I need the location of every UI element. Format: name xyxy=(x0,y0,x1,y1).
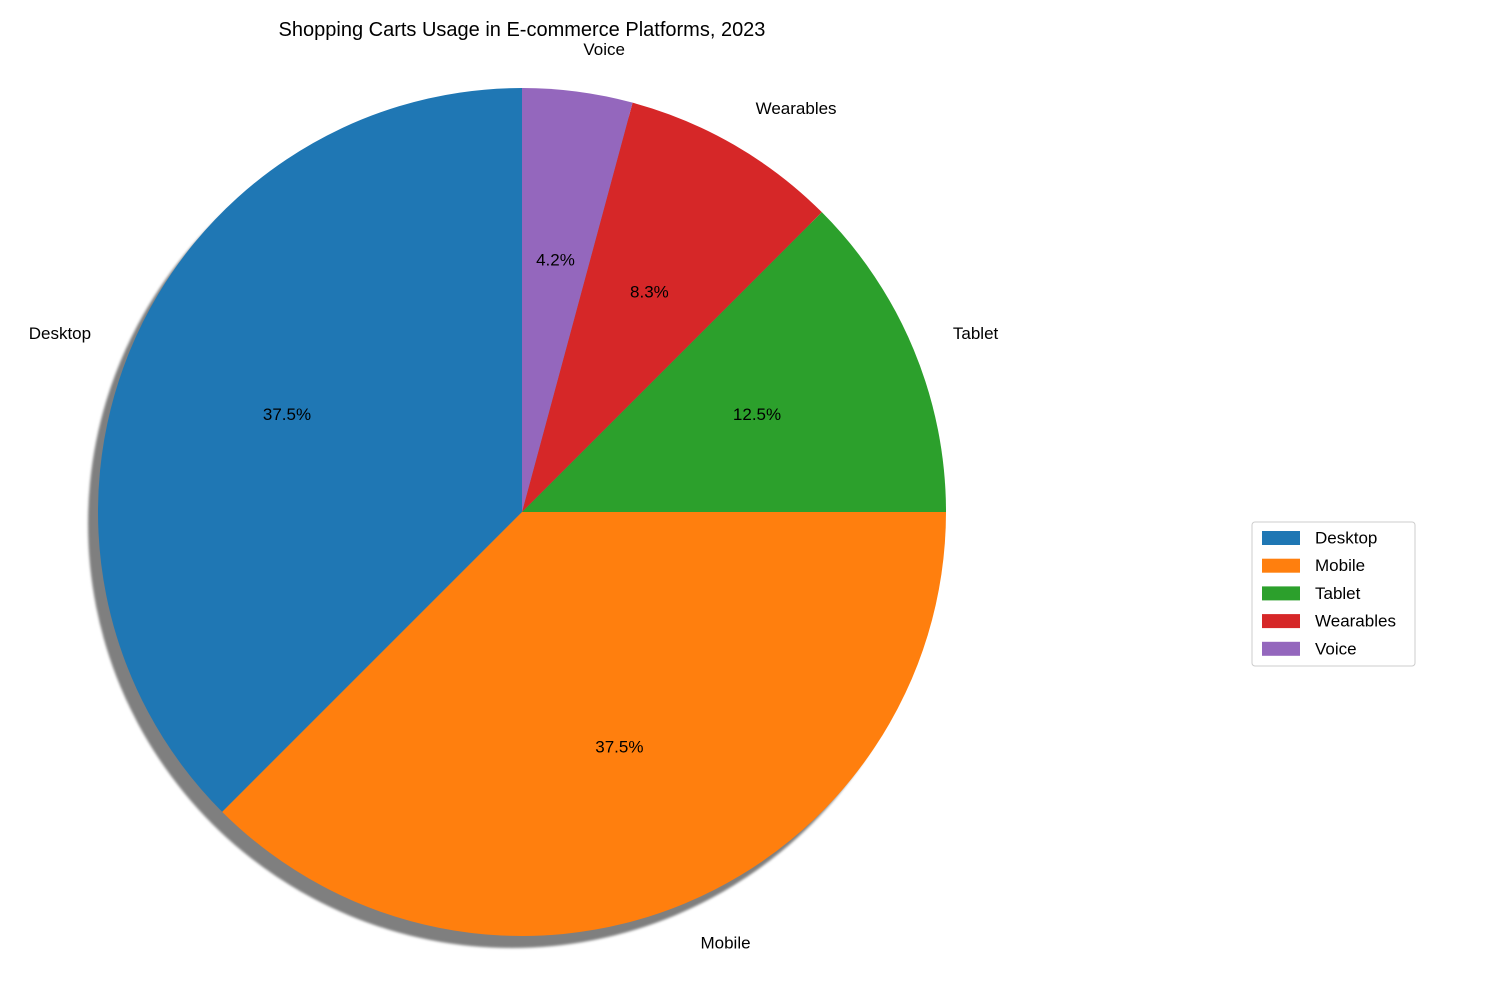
label-desktop: Desktop xyxy=(29,324,91,343)
legend-swatch-wearables xyxy=(1262,614,1300,629)
slice-mobile xyxy=(222,512,947,937)
slice-wearables xyxy=(522,102,822,512)
label-tablet: Tablet xyxy=(953,324,999,343)
chart-title: Shopping Carts Usage in E-commerce Platf… xyxy=(279,19,766,41)
pct-label-tablet: 12.5% xyxy=(733,405,781,424)
legend-label-mobile: Mobile xyxy=(1315,556,1365,575)
pct-label-desktop: 37.5% xyxy=(263,405,311,424)
legend: Desktop Mobile Tablet Wearables Voice xyxy=(1251,521,1416,667)
pct-label-wearables: 8.3% xyxy=(630,282,669,301)
pct-label-mobile: 37.5% xyxy=(595,738,643,757)
label-mobile: Mobile xyxy=(700,933,750,952)
legend-swatch-voice xyxy=(1262,641,1300,656)
category-labels: Desktop Mobile Tablet Wearables Voice xyxy=(29,40,999,952)
pct-label-voice: 4.2% xyxy=(536,250,575,269)
percentage-labels: 37.5% 37.5% 12.5% 8.3% 4.2% xyxy=(263,250,781,756)
legend-label-voice: Voice xyxy=(1315,639,1357,658)
legend-swatch-mobile xyxy=(1262,558,1300,573)
legend-swatch-tablet xyxy=(1262,586,1300,601)
slice-voice xyxy=(522,88,633,512)
label-wearables: Wearables xyxy=(756,99,837,118)
pie-slices xyxy=(97,88,947,937)
label-voice: Voice xyxy=(583,40,625,59)
slice-tablet xyxy=(522,212,946,513)
legend-frame xyxy=(1251,521,1416,667)
legend-label-desktop: Desktop xyxy=(1315,529,1377,548)
legend-swatch-desktop xyxy=(1262,531,1300,545)
legend-label-tablet: Tablet xyxy=(1315,584,1361,603)
legend-label-wearables: Wearables xyxy=(1315,612,1396,631)
slice-desktop xyxy=(97,88,523,812)
